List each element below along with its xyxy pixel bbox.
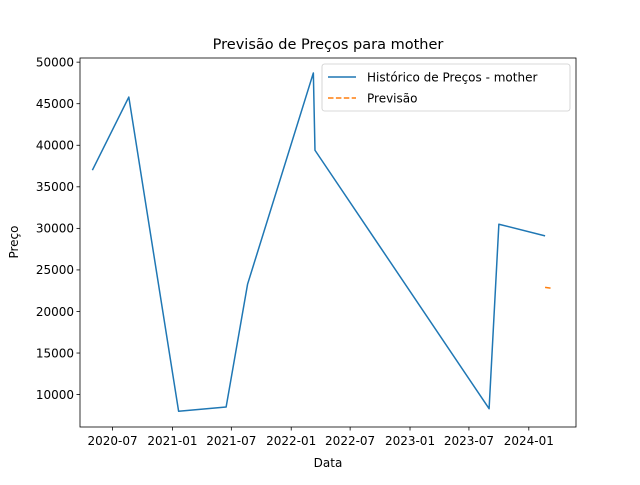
series-line-1 <box>544 286 552 289</box>
x-tick-label: 2021-07 <box>206 434 256 448</box>
x-axis-label: Data <box>314 456 343 470</box>
y-tick-label: 40000 <box>36 139 74 153</box>
series-line-0 <box>91 72 546 412</box>
x-tick-label: 2022-07 <box>325 434 375 448</box>
x-tick-label: 2023-01 <box>385 434 435 448</box>
x-tick-label: 2023-07 <box>444 434 494 448</box>
y-tick-label: 15000 <box>36 346 74 360</box>
y-tick-label: 30000 <box>36 222 74 236</box>
x-tick-label: 2020-07 <box>87 434 137 448</box>
legend-box <box>321 63 571 112</box>
y-tick-label: 25000 <box>36 263 74 277</box>
axes-frame <box>79 57 577 428</box>
axes: 10000 15000 20000 25000 30000 35000 40000 45000… <box>36 55 577 448</box>
x-tick-label: 2021-01 <box>147 434 197 448</box>
chart-title: Previsão de Preços para mother <box>213 37 444 53</box>
y-tick-label: 10000 <box>36 388 74 402</box>
legend-label-0: Histórico de Preços - mother <box>367 70 537 84</box>
x-tick-label: 2022-01 <box>266 434 316 448</box>
y-tick-label: 50000 <box>36 55 74 69</box>
y-tick-label: 20000 <box>36 305 74 319</box>
legend: Histórico de Preços - mother Previsão <box>321 63 571 112</box>
x-tick-label: 2024-01 <box>504 434 554 448</box>
y-tick-label: 45000 <box>36 97 74 111</box>
legend-label-1: Previsão <box>367 91 417 105</box>
plot-area <box>91 72 552 412</box>
y-axis-label: Preço <box>7 225 21 258</box>
y-tick-label: 35000 <box>36 180 74 194</box>
